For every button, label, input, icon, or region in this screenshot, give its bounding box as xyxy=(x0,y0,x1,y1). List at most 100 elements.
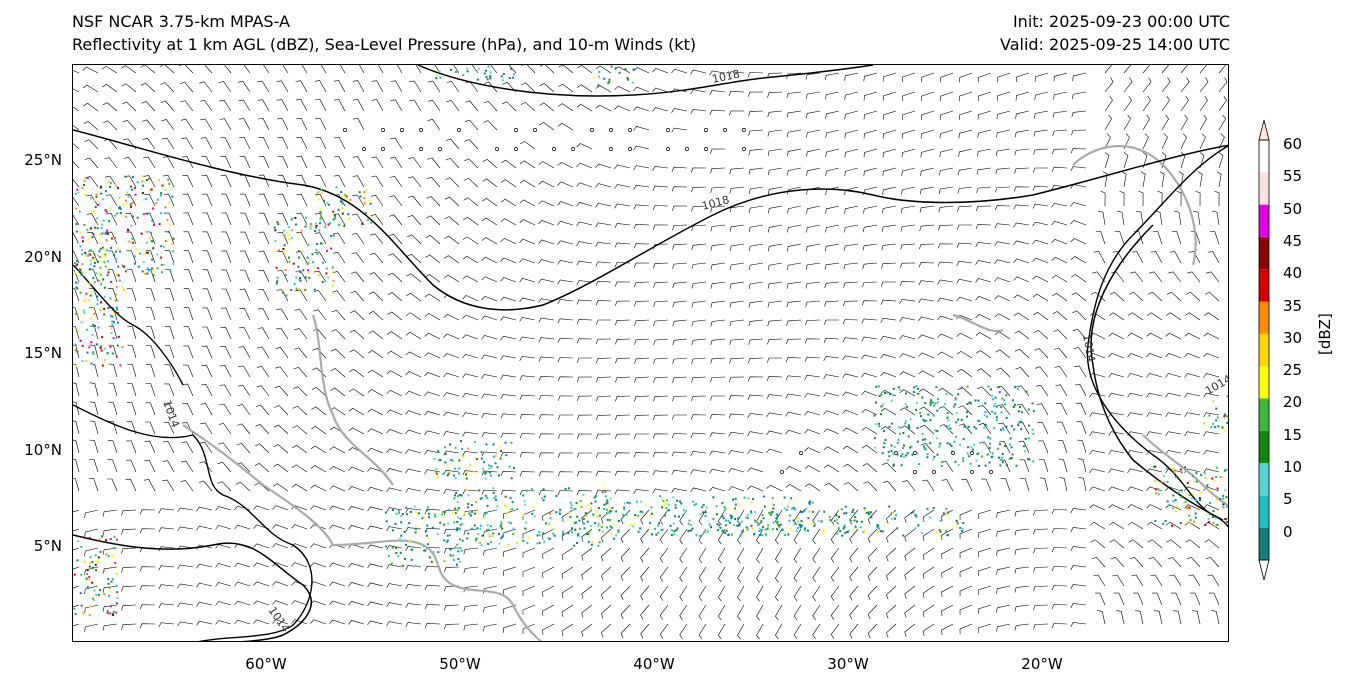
reflectivity-cell xyxy=(776,514,779,517)
reflectivity-cell xyxy=(896,453,899,456)
reflectivity-cell xyxy=(738,516,741,518)
reflectivity-cell xyxy=(1020,411,1023,414)
wind-barb xyxy=(902,110,916,120)
wind-barb xyxy=(786,110,802,118)
reflectivity-cell xyxy=(737,517,739,520)
wind-barb xyxy=(310,619,327,625)
reflectivity-cell xyxy=(315,249,318,252)
reflectivity-cell xyxy=(434,515,437,518)
reflectivity-cell xyxy=(84,194,87,196)
wind-barb xyxy=(614,164,631,170)
wind-barb xyxy=(824,243,840,252)
wind-barb xyxy=(87,231,99,245)
reflectivity-cell xyxy=(277,223,280,226)
wind-barb xyxy=(995,148,1011,156)
wind-barb xyxy=(224,65,232,74)
wind-barb xyxy=(737,623,745,640)
reflectivity-cell xyxy=(102,248,105,251)
reflectivity-cell xyxy=(916,401,918,404)
colorbar-strip xyxy=(1258,120,1270,581)
wind-barb xyxy=(805,319,821,326)
wind-barb xyxy=(145,250,156,264)
wind-barb xyxy=(844,167,859,177)
wind-barb xyxy=(737,585,745,602)
wind-barb xyxy=(463,177,479,188)
wind-barb xyxy=(1033,604,1049,611)
reflectivity-cell xyxy=(932,507,935,509)
reflectivity-cell xyxy=(91,236,94,239)
reflectivity-cell xyxy=(309,227,312,230)
wind-barb xyxy=(103,120,118,131)
wind-barb xyxy=(73,623,80,627)
wind-barb xyxy=(1032,293,1049,302)
reflectivity-cell xyxy=(542,499,545,502)
reflectivity-cell xyxy=(623,502,626,505)
reflectivity-cell xyxy=(939,530,942,533)
wind-barb xyxy=(348,563,365,568)
reflectivity-cell xyxy=(501,527,504,530)
reflectivity-cell xyxy=(702,511,705,514)
wind-barb xyxy=(1051,202,1068,208)
reflectivity-cell xyxy=(725,529,728,532)
wind-barb xyxy=(143,156,156,169)
wind-barb xyxy=(804,429,821,435)
wind-barb xyxy=(351,213,365,226)
reflectivity-cell xyxy=(663,514,666,517)
wind-barb xyxy=(481,354,498,360)
wind-barb xyxy=(73,250,80,264)
reflectivity-cell xyxy=(951,450,954,453)
wind-barb xyxy=(717,604,726,621)
wind-barb xyxy=(1014,129,1030,138)
reflectivity-cell xyxy=(114,299,117,302)
wind-barb xyxy=(1135,610,1144,625)
reflectivity-cell xyxy=(966,415,968,418)
wind-barb xyxy=(1104,133,1111,150)
reflectivity-cell xyxy=(772,503,775,506)
wind-barb xyxy=(443,469,460,475)
reflectivity-cell xyxy=(124,270,127,273)
reflectivity-cell xyxy=(370,216,373,219)
reflectivity-cell xyxy=(942,512,945,515)
wind-barb xyxy=(408,176,422,188)
calm-wind-marker xyxy=(419,147,423,151)
wind-barb xyxy=(370,194,384,207)
wind-barb xyxy=(332,271,346,283)
wind-barb xyxy=(1072,310,1087,321)
wind-barb xyxy=(557,220,574,226)
wind-barb xyxy=(294,308,308,321)
reflectivity-cell xyxy=(79,245,82,248)
wind-barb xyxy=(538,356,555,362)
reflectivity-cell xyxy=(99,308,102,311)
reflectivity-cell xyxy=(665,507,668,510)
reflectivity-cell xyxy=(970,445,973,448)
reflectivity-cell xyxy=(561,518,564,521)
wind-barb xyxy=(1173,610,1182,625)
reflectivity-cell xyxy=(276,280,279,283)
reflectivity-cell xyxy=(790,497,793,500)
colorbar-band xyxy=(1259,366,1269,399)
reflectivity-cell xyxy=(282,234,285,236)
reflectivity-cell xyxy=(304,225,307,228)
map-panel[interactable]: 1018 1018 1014 1014 1014 1014 xyxy=(72,64,1229,642)
reflectivity-cell xyxy=(1188,506,1191,509)
wind-barb xyxy=(1146,504,1163,511)
wind-barb xyxy=(633,165,650,171)
wind-barb xyxy=(388,253,403,264)
reflectivity-cell xyxy=(466,70,469,73)
reflectivity-cell xyxy=(428,516,430,519)
wind-barb xyxy=(500,432,517,438)
reflectivity-cell xyxy=(754,511,757,513)
reflectivity-cell xyxy=(795,530,798,532)
wind-barb xyxy=(747,431,764,436)
wind-barb xyxy=(408,157,422,169)
reflectivity-cell xyxy=(847,530,850,533)
reflectivity-cell xyxy=(390,562,393,565)
wind-barb xyxy=(310,445,327,454)
reflectivity-cell xyxy=(761,514,764,517)
reflectivity-cell xyxy=(287,226,290,229)
wind-barb xyxy=(747,72,764,78)
wind-barb xyxy=(519,258,536,264)
wind-barb xyxy=(824,482,840,492)
reflectivity-cell xyxy=(606,518,609,521)
wind-barb xyxy=(633,204,650,210)
